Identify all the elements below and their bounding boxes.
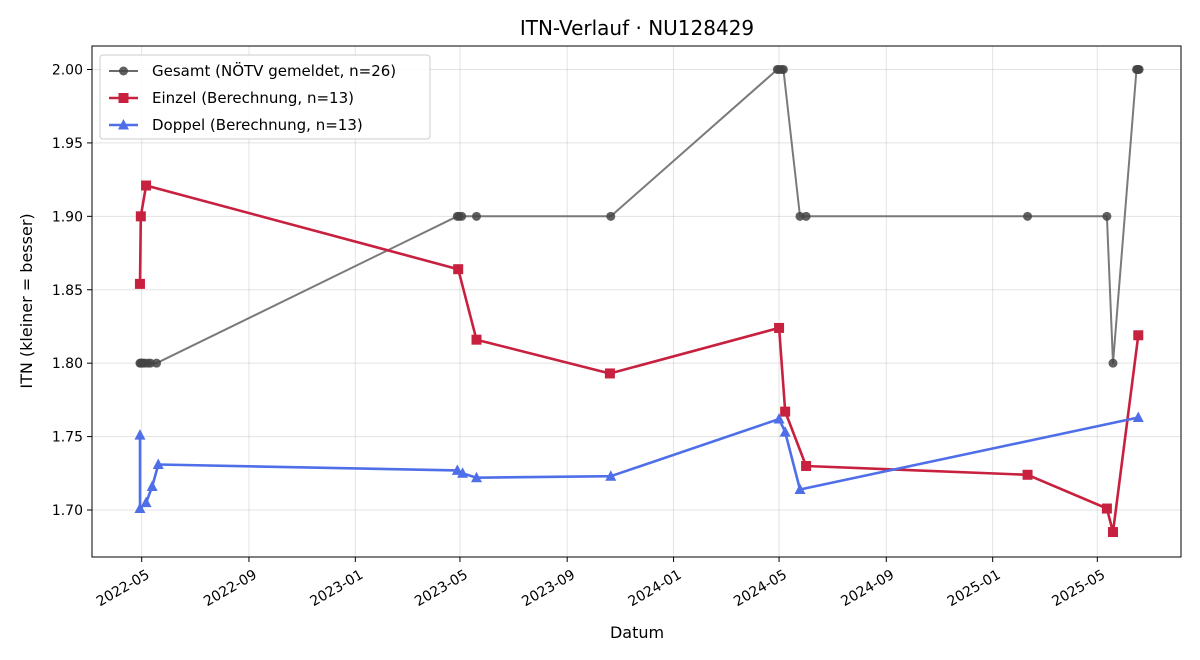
data-point-doppel <box>471 471 483 483</box>
data-point-einzel <box>604 368 615 379</box>
chart-title: ITN-Verlauf · NU128429 <box>520 16 754 40</box>
x-tick-label: 2025-01 <box>945 567 1004 610</box>
legend-box <box>99 54 431 140</box>
data-point-doppel <box>457 467 469 478</box>
y-tick-label: 1.95 <box>52 136 83 152</box>
x-tick-label: 2023-05 <box>412 567 471 610</box>
data-point-gesamt <box>1108 358 1118 368</box>
data-point-gesamt <box>606 211 616 221</box>
data-point-einzel <box>1133 330 1144 341</box>
x-tick-label: 2022-05 <box>94 567 153 610</box>
data-point-gesamt <box>1102 211 1112 221</box>
series-line-einzel <box>138 184 1140 534</box>
series-einzel <box>134 180 1144 538</box>
data-point-gesamt <box>1134 64 1144 74</box>
legend-item-doppel: Doppel (Berechnung, n=13) <box>109 116 363 134</box>
data-point-einzel <box>780 406 791 417</box>
data-point-doppel <box>134 429 146 440</box>
legend: Gesamt (NÖTV gemeldet, n=26) Einzel (Bere… <box>99 54 431 140</box>
y-tick-label: 2.00 <box>52 62 83 78</box>
data-point-doppel <box>773 412 785 424</box>
data-point-gesamt <box>778 64 788 74</box>
data-point-einzel <box>801 460 812 471</box>
legend-swatch-marker <box>118 119 129 130</box>
x-axis-title: Datum <box>610 623 664 642</box>
data-point-doppel <box>794 483 806 494</box>
data-point-einzel <box>1101 503 1112 514</box>
x-tick-label: 2023-09 <box>519 567 578 610</box>
legend-label: Gesamt (NÖTV gemeldet, n=26) <box>152 61 396 80</box>
y-axis: 1.70 1.75 1.80 1.85 1.90 1.95 2.00 <box>52 62 92 519</box>
plot-frame <box>91 45 1182 558</box>
x-tick-label: 2024-05 <box>731 567 790 610</box>
series-gesamt <box>135 64 1144 368</box>
data-point-einzel <box>471 334 482 345</box>
legend-swatch-marker <box>118 93 129 103</box>
x-tick-label: 2022-09 <box>201 567 260 610</box>
series-line-doppel <box>138 416 1139 510</box>
y-axis-title: ITN (kleiner = besser) <box>17 213 36 388</box>
y-tick-label: 1.80 <box>52 356 83 372</box>
legend-item-gesamt: Gesamt (NÖTV gemeldet, n=26) <box>109 61 396 80</box>
data-point-einzel <box>141 180 152 191</box>
y-tick-label: 1.75 <box>52 430 83 446</box>
x-axis: 2022-05 2022-09 2023-01 2023-05 2023-09 2024-… <box>94 557 1108 610</box>
data-point-einzel <box>134 278 145 289</box>
data-point-doppel <box>779 426 791 437</box>
data-point-gesamt <box>1023 211 1033 221</box>
data-point-doppel <box>146 480 158 492</box>
data-point-einzel <box>135 211 146 222</box>
data-point-doppel <box>605 470 617 481</box>
legend-swatch-marker <box>119 66 128 76</box>
data-point-gesamt <box>152 358 162 368</box>
y-tick-label: 1.85 <box>52 283 83 299</box>
legend-item-einzel: Einzel (Berechnung, n=13) <box>109 89 354 107</box>
data-point-einzel <box>1022 469 1033 480</box>
x-tick-label: 2024-09 <box>838 567 897 610</box>
series-doppel <box>134 411 1144 514</box>
data-point-einzel <box>453 264 464 275</box>
y-tick-label: 1.90 <box>52 209 83 225</box>
series-layer <box>134 64 1144 538</box>
legend-label: Doppel (Berechnung, n=13) <box>152 116 363 134</box>
data-point-doppel <box>140 496 152 508</box>
data-point-doppel <box>1132 411 1144 423</box>
data-point-einzel <box>1107 527 1118 538</box>
data-point-einzel <box>774 322 785 333</box>
data-point-doppel <box>134 502 146 514</box>
grid <box>92 46 1181 557</box>
data-point-gesamt <box>457 211 467 221</box>
y-tick-label: 1.70 <box>52 503 83 519</box>
x-tick-label: 2023-01 <box>307 567 366 610</box>
x-tick-label: 2024-01 <box>626 567 685 610</box>
data-point-gesamt <box>801 211 811 221</box>
x-tick-label: 2025-05 <box>1049 567 1108 610</box>
data-point-doppel <box>152 458 164 469</box>
data-point-gesamt <box>472 211 482 221</box>
legend-label: Einzel (Berechnung, n=13) <box>152 89 354 107</box>
